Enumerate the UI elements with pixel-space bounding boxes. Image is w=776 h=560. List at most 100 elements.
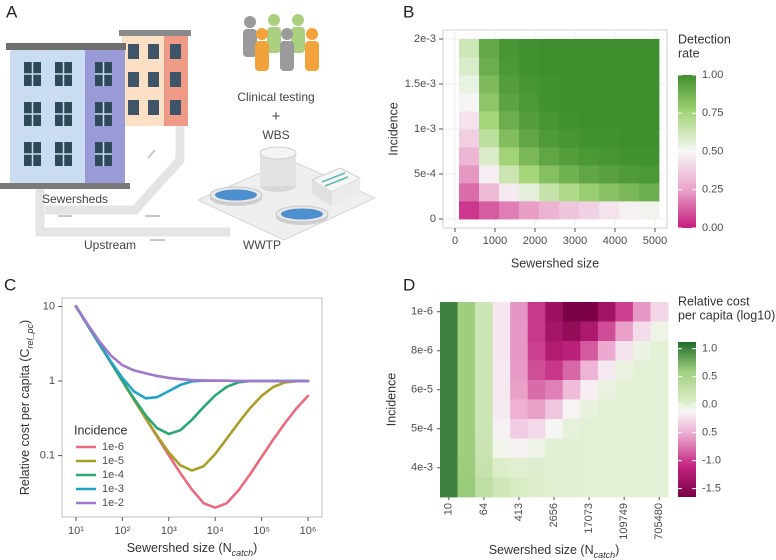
tile [528, 458, 546, 478]
ground [0, 183, 130, 189]
legend-label: 1e-5 [102, 455, 124, 467]
x-tick-label: 5000 [643, 235, 667, 247]
tile [493, 322, 511, 342]
tile [580, 380, 598, 400]
colorbar-title: rate [678, 46, 700, 60]
x-label-sub: catch [232, 548, 254, 558]
tile [650, 302, 668, 322]
x-label: Sewershed size (Ncatch) [489, 543, 620, 560]
heatmap-cell [599, 201, 619, 219]
colorbar-tick-label: -1.0 [702, 455, 721, 467]
heatmap-cell [639, 39, 659, 57]
tile [475, 380, 493, 400]
y-label-main: Relative cost per capita (C [18, 349, 32, 496]
tile [598, 478, 616, 498]
tile [440, 380, 458, 400]
tile [633, 341, 651, 361]
panel-label: C [4, 275, 16, 294]
heatmap-cell [619, 39, 639, 57]
tile [528, 380, 546, 400]
heatmap-cell [619, 165, 639, 183]
tile [615, 380, 633, 400]
tile [598, 458, 616, 478]
tile [650, 419, 668, 439]
heatmap-cell [619, 57, 639, 75]
tile [545, 439, 563, 459]
tile [458, 322, 476, 342]
tile [598, 361, 616, 381]
tile [545, 341, 563, 361]
x-label-end: ) [615, 543, 619, 557]
tile [615, 478, 633, 498]
tile [580, 478, 598, 498]
heatmap-cell [559, 39, 579, 57]
tile [580, 400, 598, 420]
heatmap-cell [519, 147, 539, 165]
tile [475, 341, 493, 361]
heatmap-cell [579, 39, 599, 57]
heatmap-cell [499, 57, 519, 75]
heatmap-cell [479, 183, 499, 201]
legend-title: Incidence [74, 423, 128, 437]
heatmap-cell [479, 57, 499, 75]
x-label-end: ) [253, 541, 257, 555]
tile [545, 361, 563, 381]
y-tick-label: 10 [43, 300, 55, 312]
heatmap-cell [499, 75, 519, 93]
heatmap-cell [459, 57, 479, 75]
heatmap-cell [619, 75, 639, 93]
heatmap-cell [559, 183, 579, 201]
tile [650, 361, 668, 381]
tile [510, 380, 528, 400]
tile [458, 361, 476, 381]
tile [510, 458, 528, 478]
heatmap-cell [559, 93, 579, 111]
plot-frame [62, 298, 322, 517]
heatmap-cell [559, 75, 579, 93]
panel-label: D [403, 275, 415, 294]
heatmap-cell [579, 75, 599, 93]
tile [528, 400, 546, 420]
heatmap-cell [519, 165, 539, 183]
tile [528, 419, 546, 439]
tile [475, 458, 493, 478]
tile [493, 341, 511, 361]
tile [475, 419, 493, 439]
legend-label: 1e-4 [102, 469, 124, 481]
x-label-sub: catch [594, 550, 616, 560]
heatmap-cell [459, 147, 479, 165]
tile [458, 439, 476, 459]
tile [510, 478, 528, 498]
heatmap-cell [639, 93, 659, 111]
tile [475, 478, 493, 498]
colorbar-title: Detection [678, 32, 731, 46]
tile [545, 419, 563, 439]
tile [493, 458, 511, 478]
colorbar-tick-label: 0.5 [702, 371, 717, 383]
tile [440, 361, 458, 381]
tile [633, 302, 651, 322]
y-tick-label: 5e-4 [411, 423, 433, 435]
heatmap-cell [499, 165, 519, 183]
tile [633, 400, 651, 420]
tile [563, 361, 581, 381]
heatmap-cell [519, 39, 539, 57]
tile [598, 302, 616, 322]
heatmap-cell [479, 129, 499, 147]
tile [580, 419, 598, 439]
tile [440, 322, 458, 342]
colorbar-tick-label: 0.5 [702, 427, 717, 439]
x-tick-label: 17073 [583, 503, 595, 534]
tile [598, 400, 616, 420]
tile [493, 478, 511, 498]
tile [615, 322, 633, 342]
tile [458, 380, 476, 400]
heatmap-cell [639, 129, 659, 147]
heatmap-cell [619, 93, 639, 111]
heatmap-cell [499, 93, 519, 111]
colorbar-tick-label: 1.0 [702, 343, 717, 355]
tile [598, 322, 616, 342]
people [243, 14, 319, 71]
tile [633, 478, 651, 498]
x-tick-label: 10¹ [68, 525, 84, 537]
